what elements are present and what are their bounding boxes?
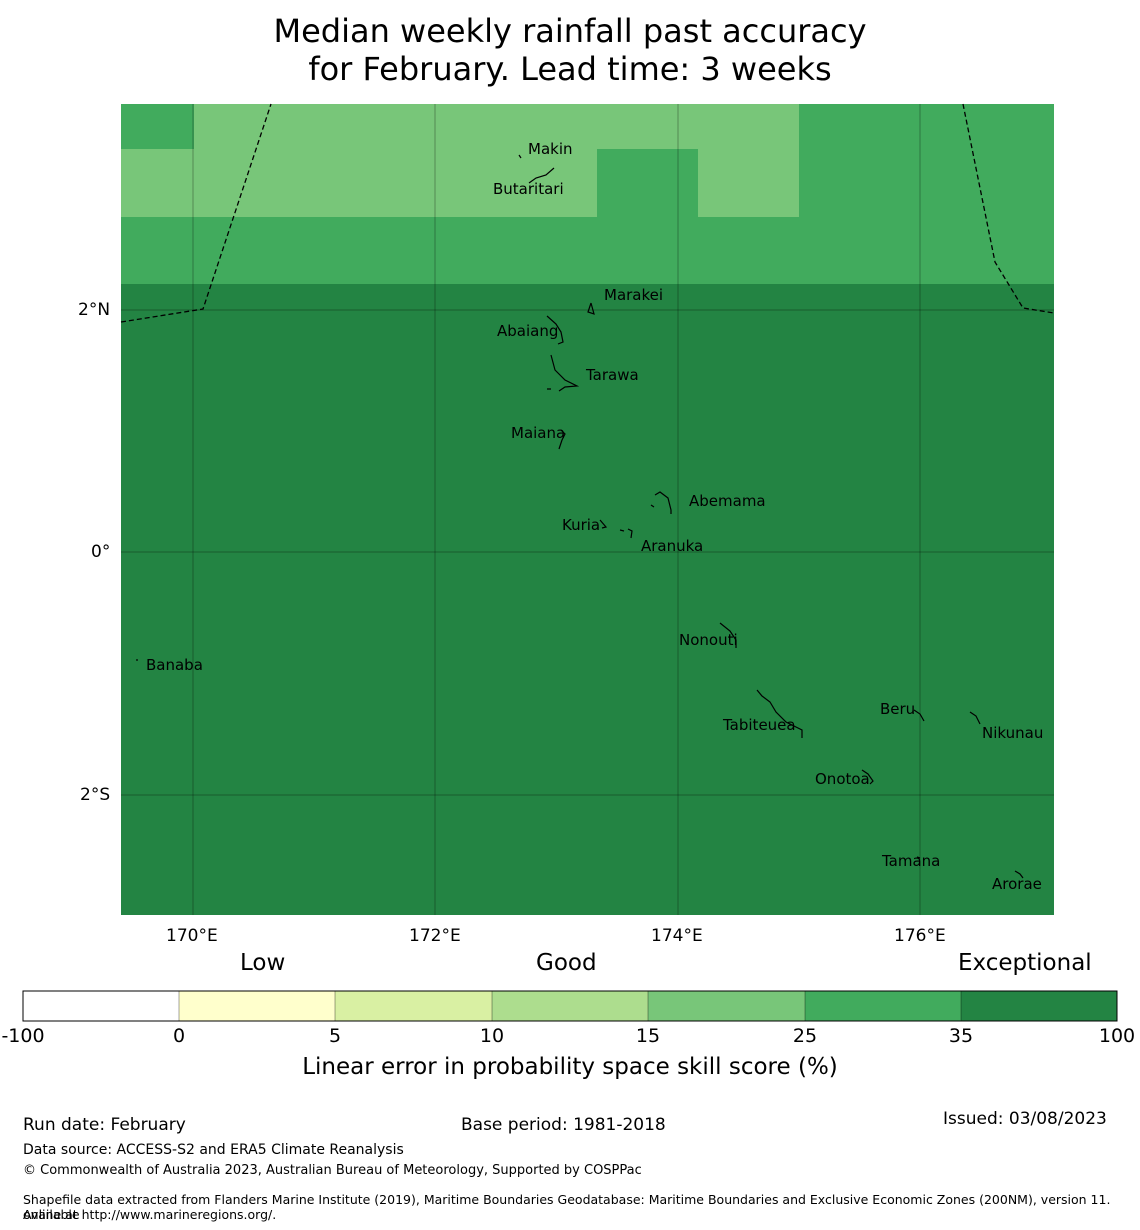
island-label-aranuka: Aranuka: [641, 537, 703, 555]
island-shape-onotoa: [861, 769, 874, 785]
island-shape-arorae: [1014, 870, 1024, 879]
colorbar: [22, 990, 1118, 1022]
island-shape-abaiang: [546, 315, 564, 345]
colorbar-dividers: [178, 991, 962, 1021]
data-source: Data source: ACCESS-S2 and ERA5 Climate …: [23, 1142, 404, 1158]
colorbar-tick-25: 25: [792, 1025, 818, 1047]
island-shape-makin: [518, 154, 522, 159]
colorbar-label: Linear error in probability space skill …: [302, 1054, 838, 1080]
lon-tick-176e: 176°E: [894, 926, 946, 946]
lon-tick-170e: 170°E: [166, 926, 218, 946]
island-shape-aranuka: [619, 528, 633, 539]
lat-tick-0: 0°: [91, 542, 111, 562]
island-shape-tabiteuea: [756, 689, 803, 738]
island-label-butaritari: Butaritari: [493, 180, 564, 198]
island-shape-beru: [913, 709, 925, 722]
lat-tick-2n: 2°N: [78, 300, 111, 320]
island-label-tamana: Tamana: [881, 852, 940, 870]
eez-boundary-west: [120, 103, 272, 323]
island-label-banaba: Banaba: [146, 656, 203, 674]
island-label-onotoa: Onotoa: [815, 770, 870, 788]
colorbar-segment-15-25: [648, 991, 805, 1021]
colorbar-tick-0: 0: [172, 1025, 186, 1047]
run-date: Run date: February: [23, 1115, 186, 1135]
category-exceptional: Exceptional: [958, 950, 1092, 976]
island-label-kuria: Kuria: [562, 516, 600, 534]
island-shape-nikunau: [969, 711, 981, 725]
eez-boundaries: [120, 103, 1055, 323]
island-shape-nonouti: [719, 622, 737, 648]
island-label-abaiang: Abaiang: [497, 322, 558, 340]
copyright-notice: © Commonwealth of Australia 2023, Austra…: [23, 1163, 642, 1178]
lon-tick-174e: 174°E: [651, 926, 703, 946]
island-shape-marakei: [587, 302, 595, 315]
island-label-marakei: Marakei: [604, 286, 663, 304]
category-low: Low: [240, 950, 286, 976]
colorbar-tick-neg100: -100: [1, 1025, 45, 1047]
island-label-arorae: Arorae: [992, 875, 1042, 893]
colorbar-segment-25-35: [805, 991, 961, 1021]
colorbar-tick-15: 15: [635, 1025, 661, 1047]
colorbar-segment-10-15: [492, 991, 648, 1021]
colorbar-frame: [22, 990, 1118, 1022]
island-shape-tamana: [916, 856, 921, 859]
shapefile-credit-line1: Shapefile data extracted from Flanders M…: [23, 1192, 1111, 1222]
island-label-abemama: Abemama: [689, 492, 766, 510]
graticule: [121, 104, 1054, 915]
colorbar-tick-10: 10: [479, 1025, 505, 1047]
lat-tick-2s: 2°S: [80, 785, 111, 805]
island-label-maiana: Maiana: [511, 424, 565, 442]
eez-boundary-east: [962, 103, 1055, 314]
island-labels: Makin Butaritari Marakei Abaiang Tarawa …: [146, 140, 1043, 893]
category-good: Good: [536, 950, 597, 976]
map-title-line2: for February. Lead time: 3 weeks: [308, 50, 832, 88]
island-label-nikunau: Nikunau: [982, 724, 1043, 742]
island-shape-tarawa: [547, 354, 580, 392]
island-shape-abemama: [650, 491, 672, 514]
colorbar-segment-5-10: [335, 991, 492, 1021]
island-shape-kuria: [599, 519, 608, 529]
island-shape-butaritari: [528, 167, 555, 184]
island-outlines: [136, 154, 1024, 879]
field-25-right: [698, 149, 799, 217]
colorbar-segment-35-100: [961, 991, 1117, 1021]
skill-field: [121, 104, 1054, 915]
map-title-line1: Median weekly rainfall past accuracy: [273, 12, 867, 50]
base-period: Base period: 1981-2018: [461, 1115, 666, 1135]
colorbar-tick-35: 35: [948, 1025, 974, 1047]
colorbar-segment-0-5: [179, 991, 335, 1021]
lon-tick-172e: 172°E: [409, 926, 461, 946]
colorbar-tick-5: 5: [328, 1025, 342, 1047]
island-shape-maiana: [558, 429, 566, 450]
shapefile-credit-line2: online at http://www.marineregions.org/.: [23, 1207, 277, 1222]
island-label-makin: Makin: [528, 140, 573, 158]
island-label-beru: Beru: [880, 700, 915, 718]
colorbar-tick-100: 100: [1098, 1025, 1136, 1047]
island-label-nonouti: Nonouti: [679, 631, 738, 649]
field-25-top: [194, 104, 799, 149]
colorbar-segment-neg100-0: [23, 991, 179, 1021]
issued-date: Issued: 03/08/2023: [943, 1109, 1107, 1129]
island-label-tarawa: Tarawa: [585, 366, 639, 384]
field-25-left: [121, 149, 597, 217]
island-label-tabiteuea: Tabiteuea: [722, 716, 796, 734]
